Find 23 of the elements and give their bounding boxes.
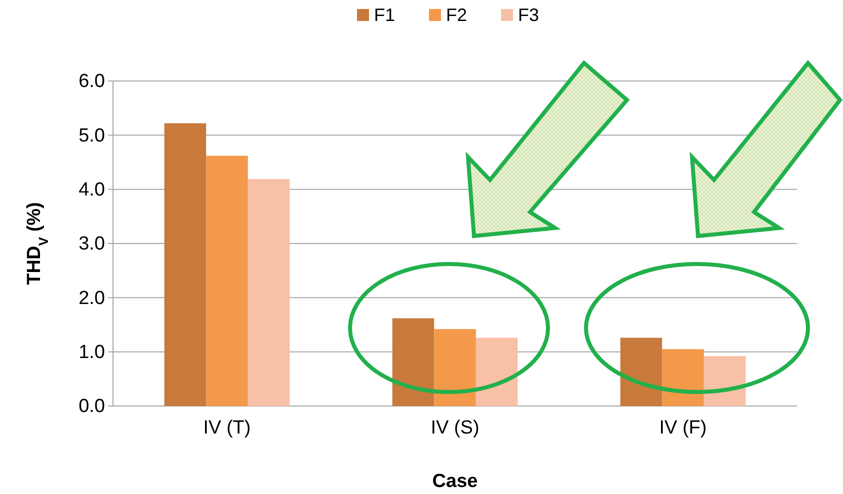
x-tick-label: IV (F) bbox=[659, 417, 707, 438]
bar bbox=[164, 123, 206, 406]
bar bbox=[662, 349, 704, 406]
bar bbox=[476, 338, 518, 406]
y-tick-label: 6.0 bbox=[78, 71, 105, 92]
bar bbox=[392, 318, 434, 406]
bar bbox=[620, 338, 662, 406]
y-tick-label: 1.0 bbox=[78, 342, 105, 363]
bar bbox=[206, 156, 248, 406]
y-tick-label: 4.0 bbox=[78, 179, 105, 200]
legend-label: F2 bbox=[446, 5, 468, 25]
y-tick-label: 3.0 bbox=[78, 234, 105, 255]
x-axis-title: Case bbox=[432, 471, 478, 492]
bar bbox=[248, 179, 290, 406]
x-tick-label: IV (T) bbox=[203, 417, 251, 438]
y-tick-label: 0.0 bbox=[78, 396, 105, 418]
bar bbox=[704, 356, 746, 406]
bar bbox=[434, 329, 476, 406]
x-tick-label: IV (S) bbox=[430, 417, 480, 438]
y-tick-label: 5.0 bbox=[78, 125, 105, 146]
y-tick-label: 2.0 bbox=[78, 288, 105, 309]
legend-label: F1 bbox=[374, 5, 396, 25]
legend-label: F3 bbox=[518, 5, 540, 25]
